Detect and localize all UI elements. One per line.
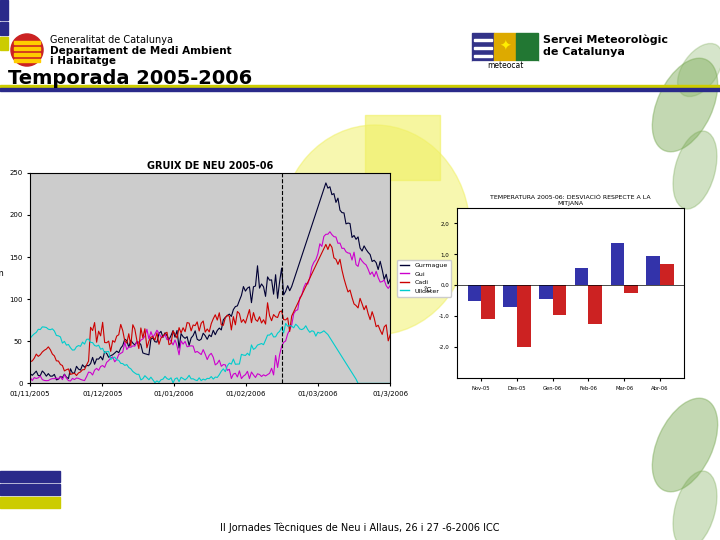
Bar [0,22,8,35]
Bar [539,285,553,299]
Bar [611,244,624,285]
Bar [516,33,538,61]
Title: TEMPERATURA 2005-06: DESVIACIÓ RESPECTE A LA
MITJANA: TEMPERATURA 2005-06: DESVIACIÓ RESPECTE … [490,195,651,206]
Bar [0,88,720,91]
Text: ✦: ✦ [499,40,510,54]
Bar [474,46,492,49]
Bar [472,33,538,61]
Bar [474,38,492,41]
Text: Servei Meteorològic: Servei Meteorològic [543,35,668,45]
Text: II Jornades Tècniques de Neu i Allaus, 26 i 27 -6-2006 ICC: II Jornades Tècniques de Neu i Allaus, 2… [220,523,500,534]
Text: i Habitatge: i Habitatge [50,56,116,66]
Ellipse shape [673,131,717,209]
Ellipse shape [652,398,718,492]
Bar [14,53,40,56]
Title: GRUIX DE NEU 2005-06: GRUIX DE NEU 2005-06 [147,160,274,171]
Bar [0,484,60,495]
Bar [575,268,588,285]
Bar [14,41,40,44]
Bar [503,285,517,307]
Circle shape [11,34,43,66]
Bar [0,497,60,508]
Text: Temporada 2005-2006: Temporada 2005-2006 [8,69,252,87]
Bar [14,47,40,50]
Bar [624,285,638,293]
Text: meteocat: meteocat [487,62,523,71]
Bar [467,285,481,301]
Bar [481,285,495,319]
Bar [14,59,40,62]
Bar [472,61,538,71]
Bar [588,285,602,324]
Text: de Catalunya: de Catalunya [543,47,625,57]
Text: Departament de Medi Ambient: Departament de Medi Ambient [50,46,232,56]
Bar [517,285,531,347]
Ellipse shape [678,43,720,97]
Ellipse shape [673,471,717,540]
Bar [660,264,674,285]
Y-axis label: cm: cm [0,269,4,278]
Bar [647,256,660,285]
Text: Generalitat de Catalunya: Generalitat de Catalunya [50,35,173,45]
Circle shape [11,34,43,66]
Ellipse shape [652,58,718,152]
Bar [472,33,494,61]
Y-axis label: °C: °C [423,287,432,293]
Bar [474,55,492,57]
Legend: Gurmague, Gui, Cadi, Ulldeter: Gurmague, Gui, Cadi, Ulldeter [397,260,451,296]
Bar [494,33,516,61]
Ellipse shape [280,125,470,335]
Bar [0,471,60,482]
Bar [553,285,567,315]
Bar [365,115,440,180]
Bar [0,85,720,88]
Bar [0,37,8,50]
Bar [0,0,8,20]
